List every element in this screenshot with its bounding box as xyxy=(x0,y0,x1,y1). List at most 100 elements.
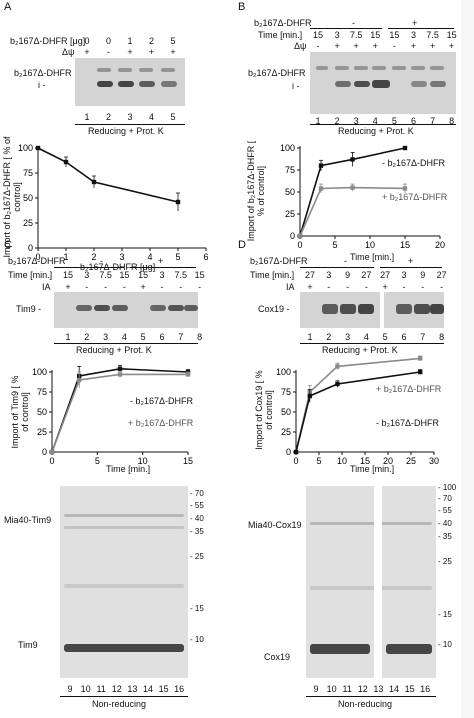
lane-number: 13 xyxy=(373,684,384,694)
panel-b-gel-image xyxy=(310,52,456,114)
series-line xyxy=(295,371,421,453)
data-point xyxy=(91,179,97,185)
y-tick-label: 75 xyxy=(37,387,47,397)
amount-value: 0 xyxy=(105,36,111,46)
y-tick-label: 75 xyxy=(281,387,291,397)
lane-number: 2 xyxy=(334,116,340,126)
panel-a-construct-label: b₂167Δ-DHFR [μg] xyxy=(10,36,86,46)
size-marker: - 55 xyxy=(190,501,204,510)
x-tick-label: 30 xyxy=(429,456,439,466)
panel-letter-b: B xyxy=(238,1,246,13)
panel-b-plus-bracket xyxy=(388,28,454,29)
time-value: 27 xyxy=(380,270,391,280)
data-point xyxy=(350,185,355,190)
size-marker: - 35 xyxy=(438,532,452,541)
y-tick-label: 0 xyxy=(28,243,33,253)
time-value: 3 xyxy=(159,270,165,280)
panel-a-condition-underline xyxy=(75,124,185,125)
data-point xyxy=(63,159,69,165)
adjacent-page-edge xyxy=(461,0,474,718)
lane-number: 8 xyxy=(449,116,455,126)
y-tick-label: 25 xyxy=(37,427,47,437)
size-marker: - 40 xyxy=(190,514,204,523)
y-tick-label: 100 xyxy=(280,143,295,153)
gel-band xyxy=(94,305,110,311)
lane-number: 3 xyxy=(103,332,109,342)
gel-band xyxy=(411,81,427,87)
panel-b-condition-underline xyxy=(310,124,456,125)
time-value: 7.5 xyxy=(174,270,188,280)
data-point xyxy=(117,372,123,377)
panel-b-minus-bracket xyxy=(310,28,382,29)
lane-number: 7 xyxy=(420,332,426,342)
gel-band xyxy=(322,304,338,314)
y-tick-label: 100 xyxy=(32,367,47,377)
gel-band xyxy=(386,644,432,654)
panel-letter-a: A xyxy=(4,1,12,13)
ia-sign: + xyxy=(65,282,71,292)
y-tick-label: 50 xyxy=(37,407,47,417)
panel-b-legend-plus: + b₂167Δ-DHFR xyxy=(382,192,448,202)
lane-number: 5 xyxy=(391,116,397,126)
psi-sign: + xyxy=(429,41,436,51)
lane-number: 1 xyxy=(315,116,321,126)
x-tick-label: 0 xyxy=(49,456,54,466)
panel-b-legend-minus: - b₂167Δ-DHFR xyxy=(382,158,446,168)
panel-a-band-label: b₂167Δ-DHFR xyxy=(14,68,72,78)
panel-c-condition-underline xyxy=(54,343,198,344)
lane-number: 7 xyxy=(178,332,184,342)
psi-sign: + xyxy=(410,41,417,51)
panel-b-i-label: i - xyxy=(292,81,300,91)
time-value: 7.5 xyxy=(99,270,112,280)
size-marker: - 10 xyxy=(190,635,204,644)
series-line xyxy=(295,357,421,453)
panel-d-plus-bracket xyxy=(380,267,442,268)
panel-d-top-label: Mia40-Cox19 xyxy=(248,520,302,530)
x-tick-label: 15 xyxy=(183,456,193,466)
data-point xyxy=(318,186,324,191)
gel-band xyxy=(139,68,153,72)
panel-c-plus-bracket xyxy=(130,267,196,268)
gel-band xyxy=(97,81,113,87)
lane-number: 3 xyxy=(127,112,133,122)
data-point xyxy=(35,145,41,151)
data-point xyxy=(402,186,408,191)
panel-c-band-label: Tim9 - xyxy=(16,304,42,314)
time-value: 3 xyxy=(334,30,340,40)
data-point xyxy=(49,449,55,455)
panel-c-time-label: Time [min.] xyxy=(8,270,53,280)
panel-d-plus: + xyxy=(408,256,414,266)
lane-number: 11 xyxy=(96,684,106,694)
data-point xyxy=(175,199,181,205)
lane-number: 4 xyxy=(363,332,369,342)
time-value: 7.5 xyxy=(426,30,439,40)
panel-c-condition: Reducing + Prot. K xyxy=(76,345,152,355)
x-tick-label: 5 xyxy=(175,252,180,262)
lane-number: 15 xyxy=(404,684,415,694)
lane-number: 3 xyxy=(353,116,359,126)
y-tick-label: 100 xyxy=(276,367,291,377)
gel-band xyxy=(161,68,175,72)
gel-band xyxy=(392,66,406,70)
size-marker: - 55 xyxy=(438,506,452,515)
lane-number: 1 xyxy=(307,332,313,342)
gel-band xyxy=(335,66,349,70)
time-value: 27 xyxy=(304,270,315,280)
x-tick-label: 10 xyxy=(337,456,347,466)
panel-c-ia-label: IA xyxy=(42,282,51,292)
lane-number: 1 xyxy=(65,332,71,342)
x-tick-label: 5 xyxy=(316,456,321,466)
data-point xyxy=(350,157,355,162)
ia-sign: - xyxy=(122,282,126,292)
panel-b-minus: - xyxy=(352,18,355,28)
data-point xyxy=(418,356,423,361)
x-tick-label: 25 xyxy=(406,456,416,466)
panel-d-construct-label: b₂167Δ-DHFR xyxy=(250,256,308,266)
lane-number: 11 xyxy=(342,684,352,694)
lane-number: 5 xyxy=(140,332,146,342)
size-marker: - 25 xyxy=(190,552,204,561)
panel-c-top-label: Mia40-Tim9 xyxy=(4,515,52,525)
